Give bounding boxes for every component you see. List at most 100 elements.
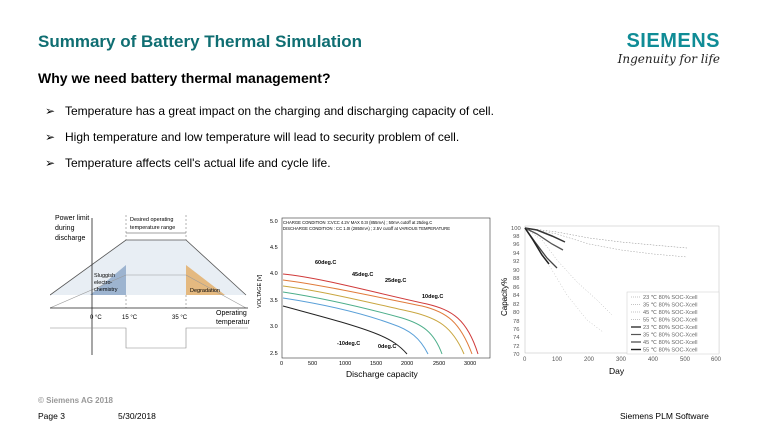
siemens-logo: SIEMENS Ingenuity for life — [610, 30, 720, 66]
fig2-condition: DISCHARGE CONDITION : CC 1.0I (2850mA) ;… — [283, 226, 450, 231]
curve-label: -10deg.C — [337, 341, 360, 347]
bullet-item: ➢ Temperature affects cell's actual life … — [45, 156, 494, 182]
curve-45c — [282, 279, 473, 355]
fig3-xtick: 500 — [680, 357, 691, 363]
fig2-ytick: 5.0 — [270, 219, 278, 225]
degradation-label: Degradation — [190, 288, 220, 294]
fig2-x-ticks: 0 500 1000 1500 2000 2500 3000 — [280, 361, 476, 367]
fig3-y-ticks: 100 98 96 94 92 90 88 86 84 82 80 78 76 … — [511, 226, 521, 358]
page-number: Page 3 — [38, 411, 65, 421]
fig3-x-ticks: 0 100 200 300 400 500 600 — [523, 357, 722, 363]
curve-label: 10deg.C — [422, 294, 443, 300]
fig3-xtick: 600 — [711, 357, 722, 363]
curve-10c — [282, 291, 443, 355]
fig1-tick: 35 °C — [172, 315, 188, 321]
fig3-ytick: 98 — [513, 234, 519, 240]
fig3-ytick: 72 — [513, 344, 519, 350]
fig3-xtick: 100 — [552, 357, 563, 363]
fig3-ytick: 94 — [513, 251, 520, 257]
fig3-ytick: 100 — [511, 226, 521, 232]
fig3-ytick: 76 — [513, 327, 519, 333]
series-45c-dotted — [524, 227, 613, 316]
bullet-item: ➢ High temperature and low temperature wi… — [45, 130, 494, 156]
fig3-xtick: 400 — [648, 357, 659, 363]
curve-0c — [282, 297, 429, 355]
legend-entry: 55 ℃ 80% SOC-Xcell — [643, 348, 697, 354]
fig3-ytick: 86 — [513, 285, 519, 291]
slide-subtitle: Why we need battery thermal management? — [38, 70, 331, 86]
slide-title: Summary of Battery Thermal Simulation — [38, 32, 363, 51]
fig3-ytick: 92 — [513, 259, 519, 265]
legend-entry: 45 ℃ 80% SOC-Xcell — [643, 310, 697, 316]
bullet-item: ➢ Temperature has a great impact on the c… — [45, 104, 494, 130]
fig1-xlabel: Operating — [216, 310, 247, 317]
logo-tagline: Ingenuity for life — [617, 52, 720, 66]
legend-entry: 35 ℃ 80% SOC-Xcell — [643, 303, 697, 309]
fig2-xtick: 2000 — [401, 361, 413, 367]
fig3-ylabel: Capacity% — [500, 278, 509, 316]
legend-entry: 23 ℃ 80% SOC-Xcell — [643, 295, 697, 301]
sluggish-label: Sluggish — [94, 273, 115, 279]
curve-60c — [282, 273, 479, 355]
fig2-xtick: 3000 — [464, 361, 476, 367]
fig1-range-label: Desired operating — [130, 217, 173, 223]
fig1-range-label: temperature range — [130, 225, 175, 231]
fig3-legend — [626, 291, 720, 355]
sluggish-label: electro- — [94, 280, 113, 286]
legend-entry: 23 ℃ 80% SOC-Xcell — [643, 325, 697, 331]
fig2-xtick: 1000 — [339, 361, 351, 367]
fig2-xtick: 500 — [308, 361, 317, 367]
degradation-region — [186, 265, 225, 295]
power-limit-diagram: Power limit during discharge Desired ope… — [50, 215, 250, 355]
fig3-ytick: 80 — [513, 310, 519, 316]
inner-limit-curve — [50, 274, 247, 309]
slide-date: 5/30/2018 — [118, 411, 156, 421]
bullet-list: ➢ Temperature has a great impact on the c… — [45, 104, 494, 182]
fig1-ylabel-line: discharge — [55, 235, 85, 242]
curve-label: 0deg.C — [378, 344, 396, 350]
fig2-ytick: 4.0 — [270, 271, 278, 277]
bullet-text: High temperature and low temperature wil… — [65, 130, 460, 144]
fig3-xtick: 200 — [584, 357, 595, 363]
curve-label: 45deg.C — [352, 272, 373, 278]
fig1-xlabel: temperature — [216, 319, 250, 326]
fig3-ytick: 74 — [513, 335, 520, 341]
fig2-xtick: 2500 — [433, 361, 445, 367]
fig3-ytick: 84 — [513, 293, 520, 299]
series-35c-dotted — [524, 227, 688, 258]
logo-wordmark: SIEMENS — [626, 30, 720, 52]
curve-25c — [282, 285, 465, 355]
fig3-legend-items: 23 ℃ 80% SOC-Xcell 35 ℃ 80% SOC-Xcell 45… — [631, 295, 697, 354]
fig3-ytick: 96 — [513, 242, 519, 248]
fig1-tick: 0 °C — [90, 315, 102, 321]
sluggish-region — [90, 265, 126, 295]
fig1-tick: 15 °C — [122, 315, 138, 321]
bullet-text: Temperature affects cell's actual life a… — [65, 156, 331, 170]
sluggish-label: chemistry — [94, 287, 118, 293]
bullet-text: Temperature has a great impact on the ch… — [65, 104, 494, 118]
fig1-ylabel-line: during — [55, 225, 75, 232]
fig3-xtick: 300 — [616, 357, 627, 363]
fig1-ylabel-line: Power limit — [55, 215, 89, 222]
fig2-xlabel: Discharge capacity — [346, 369, 419, 379]
fig3-ytick: 78 — [513, 319, 519, 325]
fig2-xtick: 0 — [280, 361, 283, 367]
fig3-ytick: 82 — [513, 302, 519, 308]
series-35c-solid — [524, 227, 564, 251]
arrow-bullet-icon: ➢ — [45, 104, 56, 118]
fig2-ytick: 3.5 — [270, 298, 278, 304]
series-55c-dotted — [524, 227, 604, 333]
series-23c-solid — [524, 227, 566, 243]
legend-entry: 45 ℃ 80% SOC-Xcell — [643, 340, 697, 346]
fig3-ytick: 88 — [513, 276, 519, 282]
capacity-retention-chart: Capacity% 100 98 96 94 92 90 88 86 84 82… — [500, 225, 722, 376]
fig2-ytick: 3.0 — [270, 324, 278, 330]
arrow-bullet-icon: ➢ — [45, 130, 56, 144]
copyright-notice: © Siemens AG 2018 — [38, 396, 113, 405]
power-limit-band — [50, 240, 246, 295]
fig2-xtick: 1500 — [370, 361, 382, 367]
fig2-condition: CHARGE CONDITION :CVCC 4.2V MAX 0.3I (85… — [283, 220, 432, 225]
fig2-ytick: 4.5 — [270, 245, 278, 251]
fig3-xlabel: Day — [609, 366, 625, 376]
company-name: Siemens PLM Software — [620, 411, 709, 421]
